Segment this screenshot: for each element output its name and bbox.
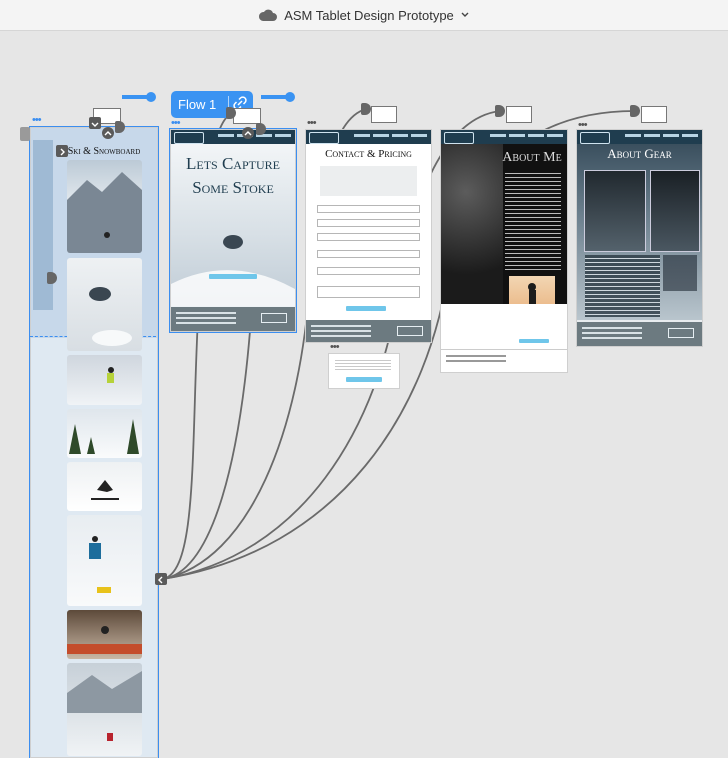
connector-anchor[interactable] [226, 107, 236, 119]
drag-handle[interactable] [20, 127, 30, 141]
artboard-home[interactable]: Lets Capture Some Stoke [169, 128, 297, 333]
artboard-confirmation-overlay[interactable] [328, 353, 400, 389]
chevron-down-icon[interactable] [460, 11, 470, 19]
design-canvas[interactable]: ••• Ski & Snowboard ••• Lets Capture Som… [0, 31, 728, 758]
ski-photo-5 [67, 462, 142, 511]
target-thumbnail [506, 106, 532, 123]
gear-photo-2 [650, 170, 700, 252]
target-thumbnail [371, 106, 397, 123]
overlay-menu-dots[interactable]: ••• [330, 341, 340, 353]
about-me-title: About Me [502, 150, 562, 165]
vertical-nav [33, 140, 53, 310]
connector-anchor[interactable] [115, 121, 125, 133]
chevron-up-icon[interactable] [242, 127, 254, 139]
overlay-text [335, 358, 391, 370]
form-field[interactable] [317, 286, 420, 298]
site-nav-bar [306, 130, 431, 144]
chevron-up-icon[interactable] [102, 127, 114, 139]
gear-text-block [585, 255, 660, 317]
target-thumbnail [233, 108, 261, 124]
connector-anchor[interactable] [47, 272, 57, 284]
form-field[interactable] [317, 219, 420, 227]
form-field[interactable] [317, 205, 420, 213]
connector-anchor[interactable] [630, 105, 640, 117]
connector-anchor[interactable] [361, 103, 371, 115]
ski-photo-7 [67, 610, 142, 659]
chevron-left-icon[interactable] [155, 573, 167, 585]
site-footer [441, 349, 567, 372]
artboard-contact-pricing[interactable]: Contact & Pricing [305, 129, 432, 343]
hero-title-line2: Some Stoke [192, 178, 274, 197]
artboard-menu-dots[interactable]: ••• [578, 119, 588, 131]
overlay-ok-button[interactable] [346, 377, 382, 382]
ski-photo-4 [67, 409, 142, 458]
artboard-menu-dots[interactable]: ••• [171, 117, 181, 129]
chevron-right-icon[interactable] [56, 145, 68, 157]
connector-anchor[interactable] [256, 123, 266, 135]
artboard-menu-dots[interactable]: ••• [32, 114, 42, 126]
ski-photo-6 [67, 515, 142, 606]
link-icon[interactable] [228, 95, 230, 114]
target-thumbnail [641, 106, 667, 123]
artboard-menu-dots[interactable]: ••• [307, 117, 317, 129]
gear-photo-1 [584, 170, 646, 252]
about-me-text [505, 170, 561, 270]
submit-button[interactable] [346, 306, 386, 311]
site-nav-bar [577, 130, 702, 144]
flow-wire-handle[interactable] [261, 95, 291, 99]
ski-page-title: Ski & Snowboard [67, 146, 141, 157]
flow-wire-dot[interactable] [285, 92, 295, 102]
hero-title-line1: Lets Capture [186, 154, 280, 173]
site-nav-bar [171, 130, 295, 144]
white-section [441, 304, 567, 350]
flow-label: Flow 1 [178, 97, 217, 112]
ski-photo-8 [67, 663, 142, 756]
cloud-icon [258, 9, 278, 22]
ski-photo-1 [67, 160, 142, 253]
form-field[interactable] [317, 233, 420, 241]
site-footer [306, 320, 431, 342]
contact-button[interactable] [519, 339, 549, 343]
hero-cta-button[interactable] [209, 274, 257, 279]
form-field[interactable] [317, 250, 420, 258]
about-gear-title: About Gear [607, 146, 672, 161]
site-footer [577, 322, 702, 346]
intro-text-box [320, 166, 417, 196]
connector-anchor[interactable] [495, 105, 505, 117]
document-title[interactable]: ASM Tablet Design Prototype [284, 7, 454, 23]
site-footer [171, 307, 295, 331]
hero-image [171, 144, 295, 306]
equipment-list [663, 255, 697, 291]
ski-photo-2 [67, 258, 142, 351]
chevron-down-icon[interactable] [89, 117, 101, 129]
artboard-about-gear[interactable]: About Gear [576, 129, 703, 347]
ski-photo-3 [67, 355, 142, 405]
flow-wire-dot[interactable] [146, 92, 156, 102]
portrait-photo [441, 144, 503, 304]
title-bar: ASM Tablet Design Prototype [0, 0, 728, 31]
artboard-about-me[interactable]: About Me [440, 129, 568, 373]
flow-wire-handle[interactable] [122, 95, 152, 99]
site-nav-bar [441, 130, 567, 144]
contact-title: Contact & Pricing [325, 148, 412, 160]
form-field[interactable] [317, 267, 420, 275]
